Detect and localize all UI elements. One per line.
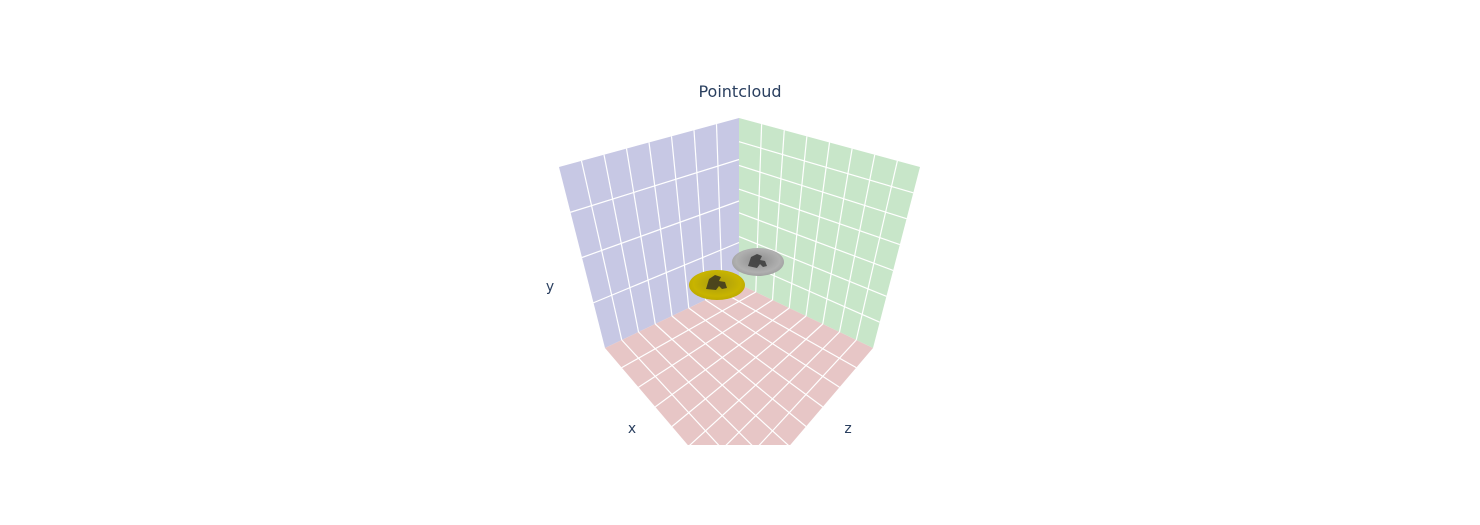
z-wall-gridline [855, 160, 898, 341]
z-wall-gridline [788, 136, 808, 309]
x-wall-gridline [593, 241, 740, 304]
series-2-pointcloud [732, 248, 784, 276]
z-wall-gridline [738, 141, 914, 194]
floor-plane [605, 284, 873, 445]
z-wall-gridline [838, 154, 876, 333]
floor-gridline [758, 339, 857, 445]
series-1-object [706, 275, 727, 290]
floor-gridline [671, 315, 807, 427]
grid-lines [570, 124, 914, 445]
z-wall-gridline [805, 142, 831, 317]
3d-scene[interactable] [559, 118, 920, 505]
series-1-pointcloud [689, 270, 745, 300]
x-wall-gridline [570, 158, 740, 213]
z-wall-gridline [738, 212, 894, 271]
z-wall-gridline [738, 236, 887, 297]
series-2-object [748, 254, 767, 268]
z-wall-gridline [738, 164, 907, 220]
floor-gridline [705, 299, 840, 388]
z-wall-plane [739, 118, 920, 348]
floor-gridline [688, 307, 824, 408]
z-axis-label: z [844, 421, 851, 437]
chart-title: Pointcloud [698, 82, 781, 101]
x-axis-label: x [628, 421, 636, 437]
floor-gridline [721, 291, 857, 369]
z-wall-gridline [822, 148, 853, 325]
floor-gridline [725, 331, 840, 445]
z-wall-gridline [738, 188, 901, 246]
floor-gridline [689, 323, 824, 445]
x-wall-gridline [581, 200, 740, 259]
y-axis-label: y [546, 279, 554, 295]
